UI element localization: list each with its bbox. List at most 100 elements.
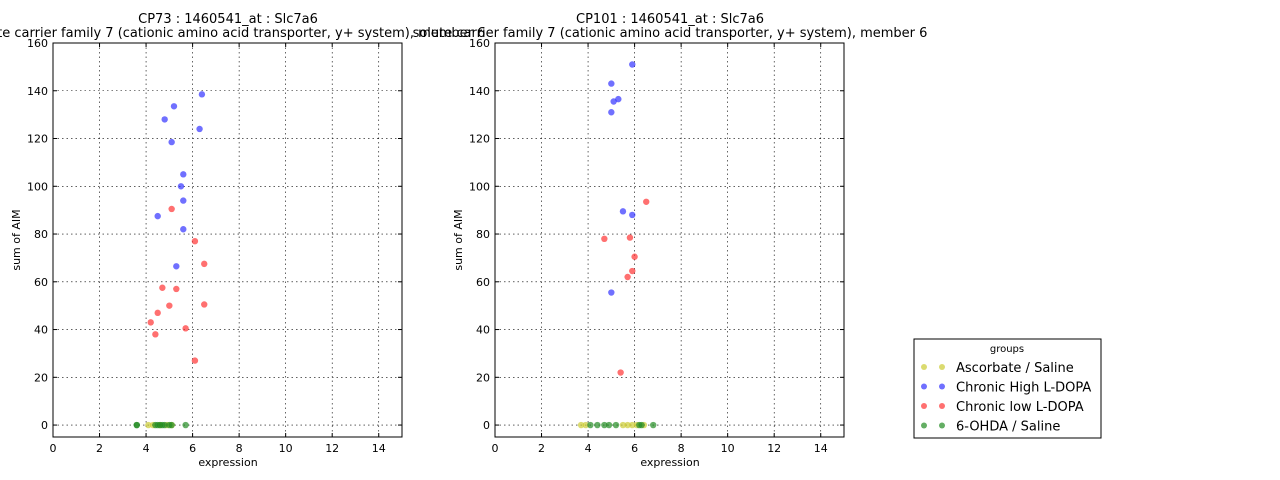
x-tick-label: 8 [678,442,685,455]
data-point [619,421,627,429]
data-point [629,61,636,68]
data-points [577,61,657,429]
y-tick-label: 40 [34,324,48,337]
x-tick-label: 6 [631,442,638,455]
y-tick-label: 140 [469,85,490,98]
legend-marker [939,403,945,409]
legend-marker [939,364,945,370]
y-tick-label: 60 [34,276,48,289]
y-tick-label: 160 [27,37,48,50]
legend-marker [921,364,927,370]
data-point [619,208,627,215]
data-point [577,421,585,429]
x-tick-label: 2 [96,442,103,455]
data-point [587,421,594,429]
legend-entry: 6-OHDA / Saline [921,420,1060,435]
data-point [168,205,175,213]
grid [52,42,402,437]
y-tick-label: 100 [27,180,48,193]
legend-label: Ascorbate / Saline [956,361,1074,376]
data-point [638,421,645,429]
data-point [161,116,168,123]
y-tick-label: 80 [34,228,48,241]
data-point [182,325,189,332]
data-point [196,125,203,133]
legend: groups Ascorbate / Saline Chronic High L-… [913,338,1102,439]
scatter-panel-cp73: CP73 : 1460541_at : Slc7a6 solute carrie… [0,12,485,469]
data-point [201,301,208,308]
data-point [643,198,650,205]
y-tick-label: 0 [483,419,490,432]
data-point [159,284,166,291]
y-tick-label: 140 [27,85,48,98]
x-axis-label: expression [198,456,257,469]
legend-marker [921,383,927,390]
legend-entry: Ascorbate / Saline [921,361,1074,376]
legend-title: groups [990,344,1024,355]
x-tick-label: 0 [492,442,499,455]
x-tick-label: 14 [372,442,386,455]
data-point [147,319,154,326]
x-tick-label: 4 [585,442,592,455]
scatter-panel-cp101: CP101 : 1460541_at : Slc7a6 solute carri… [413,12,928,469]
x-tick-label: 12 [325,442,339,455]
data-point [626,234,634,241]
legend-label: Chronic low L-DOPA [956,400,1084,415]
data-point [601,235,608,243]
data-point [605,421,613,429]
x-tick-label: 4 [143,442,150,455]
data-point [168,421,175,429]
data-point [191,357,199,364]
x-axis-label: expression [640,456,699,469]
legend-entry: Chronic High L-DOPA [921,381,1091,396]
y-tick-label: 20 [476,371,490,384]
data-point [166,302,173,309]
data-point [177,183,185,190]
chart-title-line1: CP73 : 1460541_at : Slc7a6 [138,12,318,27]
data-point [201,260,208,268]
data-point [182,421,189,429]
y-tick-label: 120 [27,133,48,146]
x-tick-label: 6 [189,442,196,455]
data-point [610,98,617,105]
y-tick-label: 40 [476,324,490,337]
x-tick-label: 0 [50,442,57,455]
data-point [624,273,631,281]
data-point [154,309,161,317]
legend-label: Chronic High L-DOPA [956,381,1091,396]
data-point [608,109,615,116]
data-point [612,421,620,429]
data-point [173,263,180,270]
x-tick-label: 8 [236,442,243,455]
y-tick-label: 160 [469,37,490,50]
data-points [133,91,208,429]
data-point [624,421,631,429]
legend-marker [939,383,945,390]
chart-title-line1: CP101 : 1460541_at : Slc7a6 [576,12,764,27]
data-point [629,267,636,275]
y-tick-label: 120 [469,133,490,146]
x-tick-label: 2 [538,442,545,455]
y-axis-label: sum of AIM [10,209,23,270]
chart-title-line2: solute carrier family 7 (cationic amino … [0,26,485,41]
x-tick-label: 10 [279,442,293,455]
x-tick-label: 14 [814,442,828,455]
data-point [601,421,608,429]
data-point [631,253,638,260]
data-point [617,369,624,376]
data-point [180,171,187,178]
y-axis-label: sum of AIM [452,209,465,270]
data-point [608,80,615,87]
data-point [594,421,601,429]
y-tick-label: 100 [469,180,490,193]
x-tick-label: 12 [767,442,781,455]
legend-box [913,338,1102,439]
chart-title-line2: solute carrier family 7 (cationic amino … [413,26,928,41]
data-point [191,237,199,245]
data-point [198,91,206,98]
data-point [145,421,152,429]
data-point [133,421,140,429]
data-point [154,212,161,220]
